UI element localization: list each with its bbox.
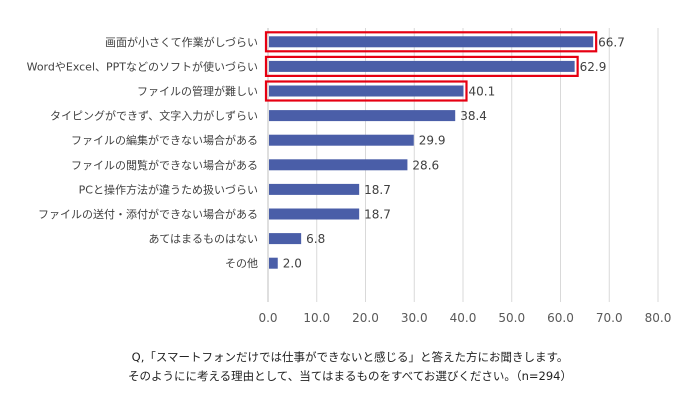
x-tick-label: 40.0: [450, 311, 477, 325]
category-label: 画面が小さくて作業がしづらい: [105, 35, 258, 49]
value-label: 18.7: [364, 183, 391, 197]
bar: [269, 85, 464, 97]
bar: [269, 208, 360, 220]
category-label: ファイルの編集ができない場合がある: [71, 133, 258, 147]
highlight-box: [264, 55, 579, 78]
category-label: あてはまるものはない: [148, 233, 258, 246]
category-label: PCと操作方法が違うため扱いづらい: [79, 182, 258, 196]
value-label: 28.6: [412, 158, 439, 172]
caption-line-2: そのようにに考える理由として、当てはまるものをすべてお選びください。（n=294…: [127, 369, 572, 383]
x-tick-label: 80.0: [645, 311, 672, 325]
caption-line-1: Q,「スマートフォンだけでは仕事ができないと感じる」と答えた方にお聞きします。: [131, 350, 569, 364]
highlight-box: [264, 31, 598, 53]
value-label: 40.1: [468, 85, 495, 99]
category-label: ファイルの送付・添付ができない場合がある: [38, 207, 258, 221]
value-label: 6.8: [306, 232, 325, 246]
bar: [269, 60, 575, 72]
x-tick-label: 0.0: [258, 311, 277, 325]
chart-caption: Q,「スマートフォンだけでは仕事ができないと感じる」と答えた方にお聞きします。 …: [0, 348, 700, 386]
bar: [269, 110, 456, 122]
bar-chart: 0.0 10.0 20.0 30.0 40.0 50.0 60.0 70.0 80.0 画面が小さ…: [27, 28, 672, 325]
x-tick-label: 50.0: [498, 311, 525, 325]
bars: [269, 36, 594, 269]
x-tick-label: 30.0: [401, 311, 428, 325]
x-tick-label: 60.0: [547, 311, 574, 325]
value-label: 29.9: [419, 134, 446, 148]
labels: 0.0 10.0 20.0 30.0 40.0 50.0 60.0 70.0 80.0 画面が小さ…: [27, 35, 672, 325]
bar: [269, 233, 302, 245]
value-label: 66.7: [598, 35, 625, 49]
grid-lines: [267, 28, 659, 302]
bar: [269, 134, 414, 146]
x-tick-label: 20.0: [352, 311, 379, 325]
bar: [269, 159, 408, 171]
category-label: ファイルの管理が難しい: [137, 84, 258, 98]
value-label: 18.7: [364, 208, 391, 222]
value-label: 62.9: [580, 60, 607, 74]
value-label: 2.0: [283, 257, 302, 271]
highlight-boxes: [264, 31, 598, 102]
category-label: タイピングができず、文字入力がしずらい: [50, 109, 258, 123]
bar: [269, 257, 278, 269]
x-tick-label: 10.0: [303, 311, 330, 325]
category-label: ファイルの閲覧ができない場合がある: [71, 158, 258, 172]
bar: [269, 36, 594, 48]
category-label: WordやExcel、PPTなどのソフトが使いづらい: [27, 59, 258, 73]
bar: [269, 183, 360, 195]
highlight-box: [264, 80, 468, 102]
x-tick-label: 70.0: [596, 311, 623, 325]
category-label: その他: [225, 257, 258, 270]
value-label: 38.4: [460, 109, 487, 123]
